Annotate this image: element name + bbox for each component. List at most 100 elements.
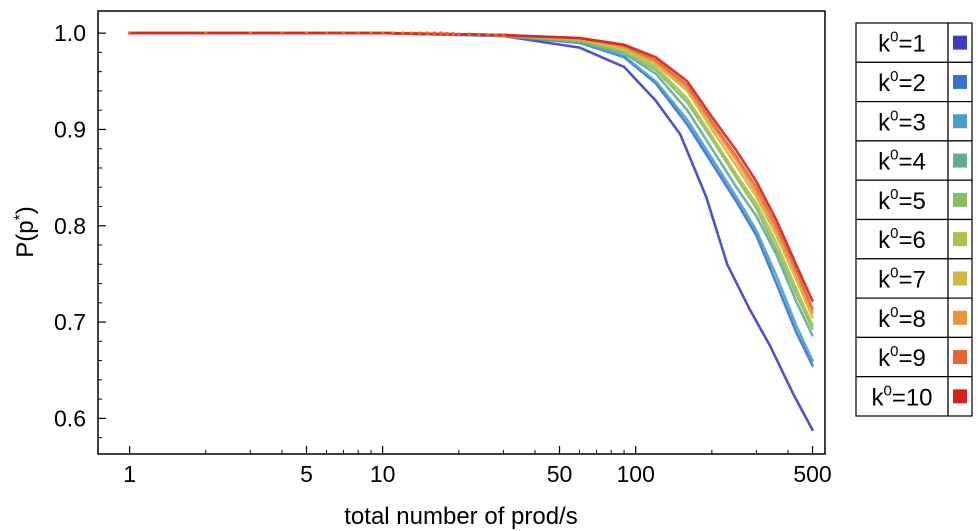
data-point	[341, 31, 346, 35]
plot-frame	[97, 10, 826, 455]
legend-entry-suffix: =8	[898, 306, 925, 333]
legend-label-cell	[855, 61, 949, 103]
data-point	[280, 31, 284, 35]
legend-entry-suffix: =5	[898, 188, 925, 215]
legend-entry-name: k	[878, 306, 891, 333]
legend-entry-suffix: =2	[898, 70, 925, 97]
y-axis-title: P(p*)	[12, 206, 39, 258]
legend-entry-label: k0=10	[871, 382, 932, 411]
series-line-10	[128, 31, 814, 303]
legend-label-cell	[855, 179, 949, 221]
legend-entry-sup: 0	[890, 225, 898, 242]
legend-entry-label: k0=6	[878, 225, 926, 254]
data-point	[501, 33, 506, 38]
legend-entry-label: k0=7	[878, 264, 926, 293]
legend-swatch	[953, 114, 967, 129]
legend-entry-label: k0=3	[878, 107, 926, 136]
data-point	[425, 31, 430, 35]
legend-entry-suffix: =6	[898, 227, 925, 254]
data-point	[493, 33, 498, 37]
legend-swatch	[953, 74, 967, 89]
legend-entry-name: k	[878, 188, 891, 215]
legend-swatch	[953, 350, 967, 365]
x-tick-label: 1	[123, 461, 136, 487]
legend-entry-label: k0=5	[878, 186, 926, 215]
legend-entry-sup: 0	[890, 304, 898, 321]
series-line-7	[128, 31, 814, 319]
data-point	[467, 32, 472, 36]
y-tick-label: 0.6	[54, 405, 86, 431]
legend-entry-name: k	[878, 345, 891, 372]
series-line-3	[128, 31, 814, 362]
legend-entry-sup: 0	[890, 343, 898, 360]
x-tick-label: 50	[547, 461, 573, 487]
data-point	[356, 31, 360, 35]
data-point	[457, 32, 461, 36]
legend-entry-sup: 0	[890, 29, 898, 46]
legend-entry-sup: 0	[890, 147, 898, 164]
legend-swatch	[953, 153, 967, 168]
data-point	[391, 31, 395, 35]
legend-entry-name: k	[878, 266, 891, 293]
data-point	[203, 31, 208, 35]
legend-entry-suffix: =10	[892, 384, 933, 411]
legend-entry-name: k	[878, 70, 891, 97]
x-axis-title: total number of prod/s	[344, 503, 577, 530]
legend-entry-label: k0=9	[878, 343, 926, 372]
legend-entry-sup: 0	[890, 68, 898, 85]
y-axis-title-base: P(p	[12, 220, 39, 257]
legend-swatch	[953, 271, 967, 286]
data-point	[409, 31, 414, 35]
legend-entry-label: k0=1	[878, 29, 926, 58]
legend-label-cell	[855, 100, 949, 142]
legend: k0=1k0=2k0=3k0=4k0=5k0=6k0=7k0=8k0=9k0=1…	[855, 22, 973, 417]
data-point	[400, 31, 405, 35]
y-tick-label: 1.0	[54, 20, 86, 46]
legend-label-cell	[855, 258, 949, 299]
x-tick-label: 10	[370, 461, 396, 487]
y-axis-title-star: *	[12, 214, 29, 220]
legend-entry-name: k	[878, 31, 891, 58]
legend-swatch	[953, 35, 967, 50]
data-point	[445, 31, 450, 36]
legend-entry-name: k	[871, 384, 884, 411]
x-axis-ticks: 1 5 10 50 100 500	[123, 446, 832, 487]
series-line-5	[128, 31, 814, 331]
data-point	[477, 32, 481, 37]
series-line-9	[128, 31, 814, 310]
legend-swatch	[953, 192, 967, 207]
legend-entry-label: k0=4	[878, 147, 926, 176]
series-line-8	[128, 31, 814, 314]
legend-label-cell	[855, 297, 949, 339]
legend-swatch	[953, 232, 967, 247]
x-tick-label: 5	[300, 461, 313, 487]
series-line-6	[128, 31, 814, 327]
data-point	[248, 31, 253, 35]
series-layer	[128, 31, 814, 432]
legend-entry-suffix: =9	[898, 345, 925, 372]
plot-area: 1 5 10 50 100 500 0.6 0.7 0.8 0.9 1.0	[54, 10, 832, 487]
data-point	[304, 31, 309, 35]
data-point	[485, 33, 490, 37]
y-axis-title-close: )	[12, 206, 39, 214]
legend-entry-sup: 0	[890, 107, 898, 124]
legend-entry-sup: 0	[890, 264, 898, 281]
legend-label-cell	[855, 376, 949, 417]
legend-entry-name: k	[878, 109, 891, 136]
data-point	[127, 31, 132, 35]
series-line-2	[128, 31, 814, 367]
legend-entry-name: k	[878, 227, 891, 254]
legend-swatch	[953, 310, 967, 325]
legend-entry-label: k0=8	[878, 304, 926, 333]
legend-swatch	[953, 389, 967, 404]
legend-entry-suffix: =4	[898, 149, 925, 176]
legend-entry-suffix: =3	[898, 109, 925, 136]
data-point	[324, 31, 329, 35]
x-tick-label: 500	[793, 461, 831, 487]
legend-entry-label: k0=2	[878, 68, 926, 97]
legend-entry-sup: 0	[890, 186, 898, 203]
series-line-1	[128, 31, 814, 432]
data-point	[417, 31, 422, 35]
y-axis-ticks: 0.6 0.7 0.8 0.9 1.0	[54, 20, 106, 439]
